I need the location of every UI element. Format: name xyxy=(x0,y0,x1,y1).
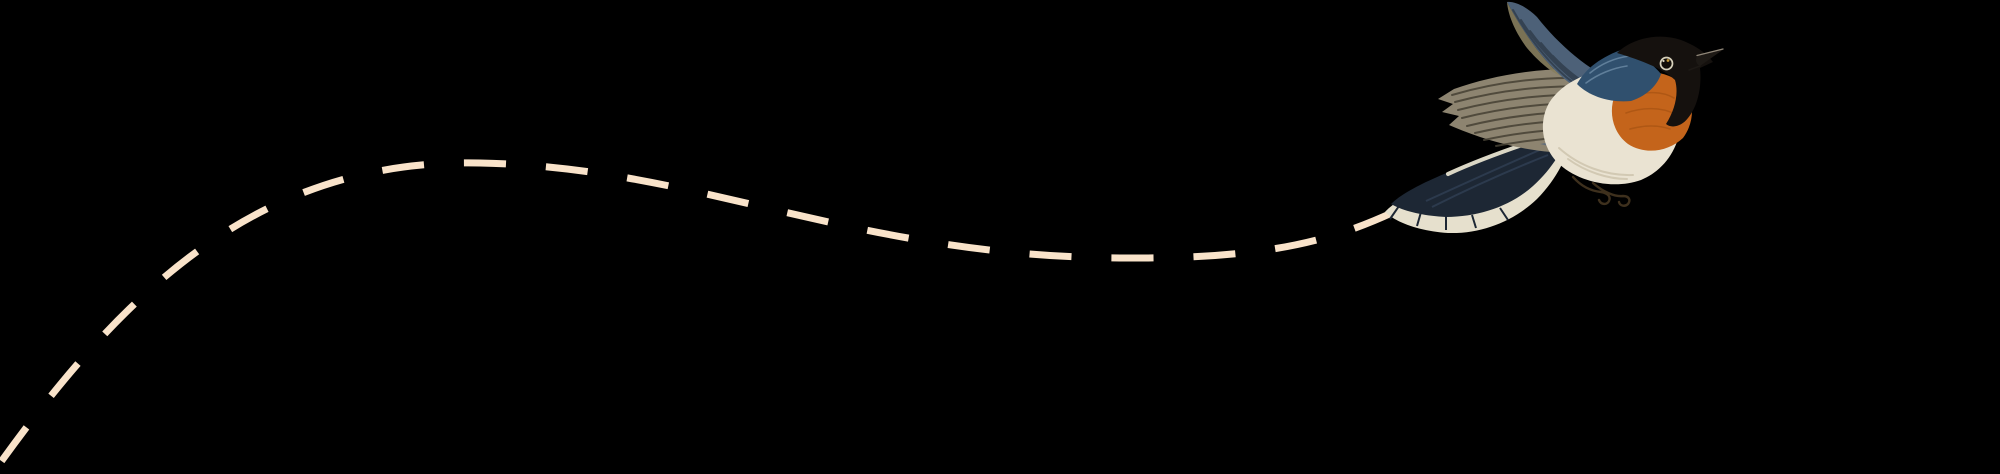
bird-beak-gape xyxy=(1688,65,1701,71)
bird-beak xyxy=(1696,49,1724,66)
tail-sheen-line xyxy=(1431,154,1549,208)
bird-head-cap xyxy=(1617,36,1713,127)
bird-eye-icon xyxy=(1659,56,1674,71)
bird-feet xyxy=(1571,175,1631,207)
nape-highlight-line xyxy=(1589,55,1630,74)
swallow-illustration xyxy=(1385,1,1724,234)
bird-foot xyxy=(1571,175,1611,206)
bird-belly-shading xyxy=(1558,147,1634,180)
bird-nape xyxy=(1577,49,1661,102)
eye-ring xyxy=(1659,56,1674,71)
eye-amber-fleck xyxy=(1666,59,1670,62)
feather-stripe xyxy=(1520,19,1575,81)
feather-stripe xyxy=(1529,30,1583,85)
tail-notch xyxy=(1389,205,1400,220)
tail-notch xyxy=(1471,214,1477,229)
bird-tail xyxy=(1391,127,1569,217)
belly-shade-line xyxy=(1558,147,1634,177)
tail-notch xyxy=(1416,211,1422,227)
nape-highlight-line xyxy=(1585,65,1628,84)
breast-shade-line xyxy=(1629,125,1671,130)
bird-beak-highlight xyxy=(1696,48,1724,57)
dashed-flight-path xyxy=(0,159,1400,470)
bird-foot xyxy=(1591,181,1631,207)
tail-notch xyxy=(1499,207,1509,221)
bird-nape-highlights xyxy=(1585,55,1630,84)
belly-shade-line xyxy=(1567,158,1628,180)
breast-shade-line xyxy=(1625,107,1676,115)
bird-tail-notches xyxy=(1389,205,1509,230)
eye-glint xyxy=(1662,59,1665,63)
